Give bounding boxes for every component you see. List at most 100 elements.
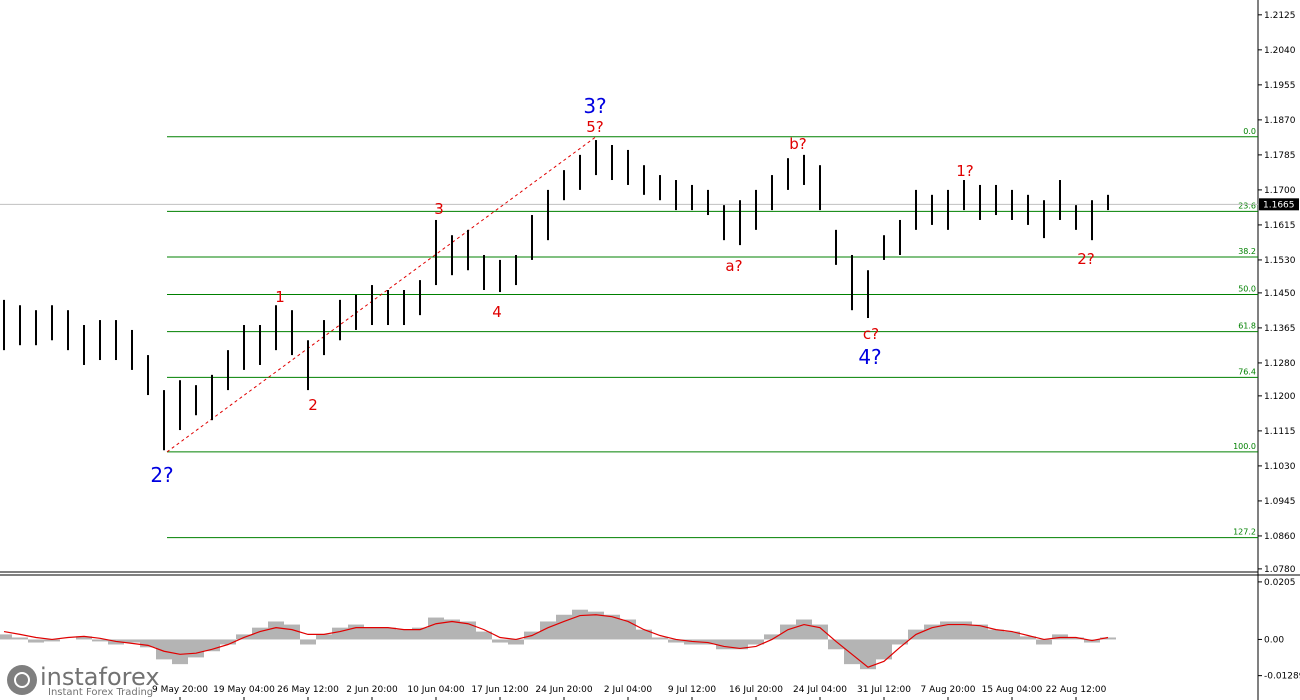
macd-histogram-bar (316, 634, 332, 640)
macd-histogram-bar (220, 639, 236, 645)
price-bar (755, 189, 757, 230)
price-bar (627, 149, 629, 185)
wave-label: 2 (308, 396, 318, 414)
macd-histogram-bar (28, 639, 44, 643)
price-bar (563, 170, 565, 201)
macd-histogram-bar (588, 611, 604, 640)
fib-label: 61.8 (1238, 322, 1256, 331)
price-bar (531, 215, 533, 260)
price-bar (931, 194, 933, 225)
price-bar (547, 189, 549, 241)
price-bar (99, 320, 101, 361)
macd-histogram-bar (76, 636, 92, 640)
macd-histogram-bar (0, 634, 12, 640)
price-bar (1107, 194, 1109, 211)
price-bar (67, 310, 69, 351)
price-bar (243, 325, 245, 370)
macd-histogram-bar (636, 629, 652, 640)
macd-histogram-bar (748, 639, 764, 645)
macd-histogram-bar (396, 629, 412, 640)
y-tick-label: 1.1615 (1264, 221, 1296, 231)
price-bar (579, 154, 581, 190)
macd-histogram-bar (364, 627, 380, 640)
price-bar (83, 325, 85, 365)
macd-histogram-bar (300, 639, 316, 645)
x-tick-label: 9 Jul 12:00 (668, 685, 717, 695)
wave-labels: 2? 1 2 3 4 5? 3? a? b? c? 4? 1? 2? (150, 94, 1094, 487)
price-bar (51, 305, 53, 341)
macd-histogram-bar (668, 639, 684, 643)
macd-histogram-bar (444, 619, 460, 640)
fib-label: 76.4 (1238, 367, 1256, 376)
wave-label: 4 (492, 303, 502, 321)
wave-label: c? (863, 325, 879, 343)
price-bar (371, 285, 373, 326)
y-tick-label: 1.1870 (1264, 116, 1296, 126)
macd-histogram-bar (348, 624, 364, 640)
current-price-label: 1.1665 (1263, 200, 1295, 210)
slogan: Instant Forex Trading (48, 687, 153, 698)
trend-line (166, 136, 597, 453)
price-bar (291, 310, 293, 356)
macd-signal-line (3, 614, 1109, 668)
price-bar (867, 270, 869, 319)
macd-histogram-bar (140, 639, 156, 648)
x-tick-label: 7 Aug 20:00 (921, 685, 976, 695)
price-bar (227, 350, 229, 391)
price-bar (147, 355, 149, 396)
macd-histogram-bar (924, 624, 940, 640)
price-bar (883, 235, 885, 260)
macd-histogram-bar (412, 627, 428, 640)
y-tick-label: 1.2040 (1264, 46, 1296, 56)
macd-histogram-bar (556, 614, 572, 640)
price-bar (419, 280, 421, 316)
fib-label: 0.0 (1243, 127, 1256, 136)
macd-histogram-bar (204, 639, 220, 652)
price-bar (1059, 180, 1061, 220)
macd-histogram-bar (732, 639, 748, 650)
price-bar (915, 189, 917, 230)
macd-histogram-bar (604, 614, 620, 640)
macd-histogram-bar (380, 627, 396, 640)
y-tick-label: 0.00 (1264, 635, 1284, 645)
macd-histogram-bar (796, 619, 812, 640)
price-bar (323, 320, 325, 356)
price-bar (1011, 189, 1013, 220)
x-tick-label: 15 Aug 04:00 (982, 685, 1043, 695)
price-bar (435, 219, 437, 286)
price-bar (403, 290, 405, 326)
price-bar (179, 380, 181, 431)
wave-label: 1 (275, 288, 285, 306)
macd-histogram-bar (1036, 639, 1052, 645)
price-bar (339, 299, 341, 341)
y-tick-label: 1.1530 (1264, 256, 1296, 266)
price-bar (483, 254, 485, 291)
price-bar (275, 305, 277, 351)
price-bar (1091, 200, 1093, 241)
wave-label: 5? (586, 118, 604, 136)
price-bar (355, 294, 357, 330)
wave-label: 2? (1077, 250, 1095, 268)
price-bar (643, 165, 645, 195)
price-bar (659, 175, 661, 201)
fib-label: 23.6 (1238, 201, 1256, 210)
macd-histogram-bar (716, 639, 732, 650)
x-tick-label: 26 May 12:00 (277, 685, 339, 695)
macd-histogram-bar (812, 624, 828, 640)
price-bar (675, 180, 677, 211)
price-bar (851, 254, 853, 311)
price-bar (611, 145, 613, 181)
price-bar (259, 325, 261, 365)
macd-histogram-bar (1100, 637, 1116, 640)
fib-label: 127.2 (1233, 528, 1256, 537)
y-tick-label: 1.1115 (1264, 427, 1296, 437)
macd-histogram-bar (284, 624, 300, 640)
x-tick-label: 22 Aug 12:00 (1046, 685, 1107, 695)
y-tick-label: 1.1450 (1264, 289, 1296, 299)
current-price-box (1259, 198, 1299, 211)
macd-histogram-bar (828, 639, 844, 650)
x-tick-label: 19 May 04:00 (213, 685, 275, 695)
price-bar (771, 175, 773, 211)
wave-label: 2? (150, 463, 173, 487)
macd-histogram-bar (572, 609, 588, 640)
